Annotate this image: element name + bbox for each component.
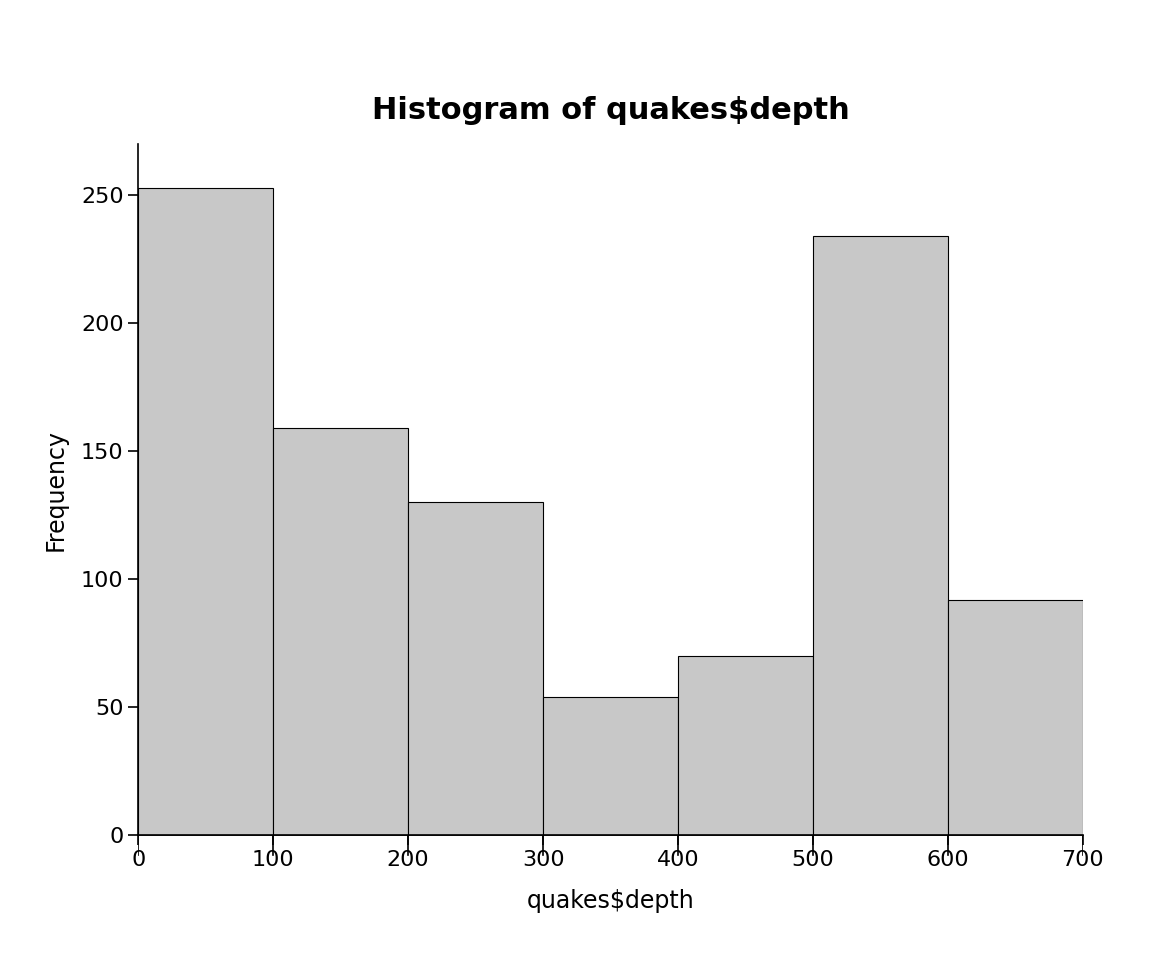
Title: Histogram of quakes$depth: Histogram of quakes$depth [372,96,849,125]
Bar [948,600,1083,835]
Bar [138,187,273,835]
Y-axis label: Frequency: Frequency [43,428,67,551]
Bar [543,697,679,835]
Bar [273,428,408,835]
Bar [408,502,543,835]
Bar [679,656,813,835]
Bar [813,236,948,835]
X-axis label: quakes$depth: quakes$depth [526,889,695,913]
